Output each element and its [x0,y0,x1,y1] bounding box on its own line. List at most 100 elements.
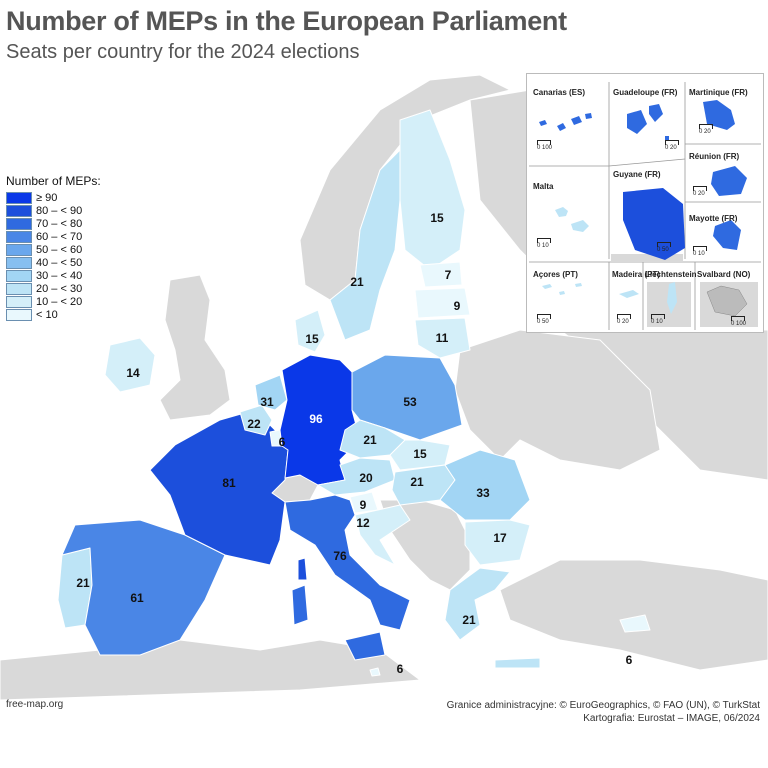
label-belgium: 22 [247,417,261,431]
legend-swatch [6,269,32,282]
label-cyprus: 6 [626,653,633,667]
inset-label-reunion: Réunion (FR) [689,152,740,161]
country-france-corsica [297,557,308,581]
country-croatia [354,504,411,566]
legend-class: 80 – < 90 [6,204,101,217]
legend: Number of MEPs: ≥ 90 80 – < 90 70 – < 80 60… [6,174,101,321]
scale-guyane: 0 50 [657,242,671,253]
label-denmark: 15 [305,332,319,346]
legend-swatch [6,295,32,308]
label-spain: 61 [130,591,144,605]
map-title: Number of MEPs in the European Parliamen… [6,6,567,36]
country-bulgaria [464,519,531,566]
legend-label: 70 – < 80 [36,217,83,230]
legend-swatch [6,217,32,230]
country-italy-sicily [344,631,386,661]
scale-acores: 0 50 [537,314,551,325]
legend-label: 80 – < 90 [36,204,83,217]
label-netherlands: 31 [260,395,274,409]
legend-classes: ≥ 90 80 – < 90 70 – < 80 60 – < 70 50 – < 60… [6,191,101,321]
land-uk [159,274,231,421]
legend-class: < 10 [6,308,101,321]
country-finland [399,109,466,271]
legend-title: Number of MEPs: [6,174,101,188]
inset-label-canarias: Canarias (ES) [533,88,586,97]
inset-label-martinique: Martinique (FR) [689,88,748,97]
label-malta: 6 [397,662,404,676]
map-subtitle: Seats per country for the 2024 elections [6,41,360,63]
legend-class: 10 – < 20 [6,295,101,308]
country-cyprus [619,614,651,633]
country-slovakia [389,439,451,471]
label-germany: 96 [309,412,323,426]
legend-swatch [6,282,32,295]
europe-map: 96 81 76 61 53 33 31 22 6 21 21 21 21 21… [0,74,768,700]
label-latvia: 9 [454,299,461,313]
label-romania: 33 [476,486,490,500]
label-finland: 15 [430,211,444,225]
legend-class: 20 – < 30 [6,282,101,295]
inset-label-liechtenstein: Liechtenstein [645,270,697,279]
country-belgium [239,404,273,436]
label-ireland: 14 [126,366,140,380]
scale-mayotte: 0 10 [693,246,707,257]
inset-panel: Canarias (ES) Guadeloupe (FR) Martinique… [526,73,764,333]
legend-swatch [6,191,32,204]
legend-class: ≥ 90 [6,191,101,204]
label-austria: 20 [359,471,373,485]
country-poland [351,354,463,441]
label-hungary: 21 [410,475,424,489]
country-netherlands [254,374,288,411]
scale-martinique: 0 20 [699,124,713,135]
label-slovakia: 15 [413,447,427,461]
label-lithuania: 11 [436,331,449,345]
legend-class: 60 – < 70 [6,230,101,243]
label-czechia: 21 [363,433,377,447]
label-greece: 21 [462,613,476,627]
inset-label-madeira: Madeira (PT) [612,270,661,279]
legend-swatch [6,243,32,256]
country-austria [317,457,396,496]
footer-credits-line2: Kartografia: Eurostat – IMAGE, 06/2024 [583,713,760,724]
country-greece-crete [494,657,541,669]
label-estonia: 7 [445,268,452,282]
legend-label: 50 – < 60 [36,243,83,256]
label-croatia: 12 [356,516,370,530]
legend-label: 20 – < 30 [36,282,83,295]
footer-source: free-map.org [6,699,64,710]
land-belarus-ukraine [454,329,661,471]
country-greece [444,567,511,641]
inset-dividers [529,82,761,330]
country-estonia [419,261,463,288]
label-bulgaria: 17 [493,531,507,545]
legend-label: 60 – < 70 [36,230,83,243]
legend-class: 30 – < 40 [6,269,101,282]
legend-label: 30 – < 40 [36,269,83,282]
scale-liechtenstein: 0 10 [651,314,665,325]
scale-guadeloupe: 0 20 [665,140,679,151]
legend-label: 10 – < 20 [36,295,83,308]
country-romania [439,449,531,521]
scale-reunion: 0 20 [693,186,707,197]
land-turkey [499,559,768,671]
label-italy: 76 [333,549,347,563]
country-ireland [104,337,156,393]
inset-label-guadeloupe: Guadeloupe (FR) [613,88,678,97]
footer-credits-line1: Granice administracyjne: © EuroGeographi… [446,700,760,711]
label-slovenia: 9 [360,498,367,512]
legend-label: 40 – < 50 [36,256,83,269]
country-italy-sardinia [291,584,309,626]
country-denmark [294,309,326,353]
country-latvia [414,287,471,319]
scale-malta: 0 10 [537,238,551,249]
inset-label-mayotte: Mayotte (FR) [689,214,738,223]
footer-credits: Granice administracyjne: © EuroGeographi… [447,699,760,725]
legend-label: < 10 [36,308,58,321]
label-poland: 53 [403,395,417,409]
inset-label-svalbard: Svalbard (NO) [697,270,751,279]
legend-class: 70 – < 80 [6,217,101,230]
scale-svalbard: 0 100 [731,316,746,327]
scale-madeira: 0 20 [617,314,631,325]
label-sweden: 21 [350,275,364,289]
label-portugal: 21 [76,576,90,590]
